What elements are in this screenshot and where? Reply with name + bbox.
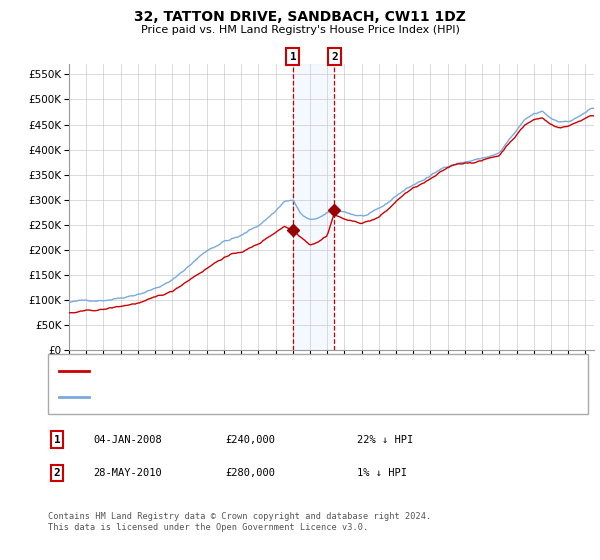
Text: 22% ↓ HPI: 22% ↓ HPI <box>357 435 413 445</box>
Text: £240,000: £240,000 <box>225 435 275 445</box>
Text: 2: 2 <box>53 468 61 478</box>
Text: 1% ↓ HPI: 1% ↓ HPI <box>357 468 407 478</box>
Text: 04-JAN-2008: 04-JAN-2008 <box>93 435 162 445</box>
Text: Contains HM Land Registry data © Crown copyright and database right 2024.
This d: Contains HM Land Registry data © Crown c… <box>48 512 431 532</box>
Text: 32, TATTON DRIVE, SANDBACH, CW11 1DZ (detached house): 32, TATTON DRIVE, SANDBACH, CW11 1DZ (de… <box>96 366 414 376</box>
Text: 28-MAY-2010: 28-MAY-2010 <box>93 468 162 478</box>
Text: £280,000: £280,000 <box>225 468 275 478</box>
Text: 1: 1 <box>290 52 296 62</box>
Text: 2: 2 <box>331 52 338 62</box>
Text: 32, TATTON DRIVE, SANDBACH, CW11 1DZ: 32, TATTON DRIVE, SANDBACH, CW11 1DZ <box>134 10 466 24</box>
Text: Price paid vs. HM Land Registry's House Price Index (HPI): Price paid vs. HM Land Registry's House … <box>140 25 460 35</box>
Text: 1: 1 <box>53 435 61 445</box>
Text: HPI: Average price, detached house, Cheshire East: HPI: Average price, detached house, Ches… <box>96 393 390 403</box>
Bar <box>293 64 334 350</box>
